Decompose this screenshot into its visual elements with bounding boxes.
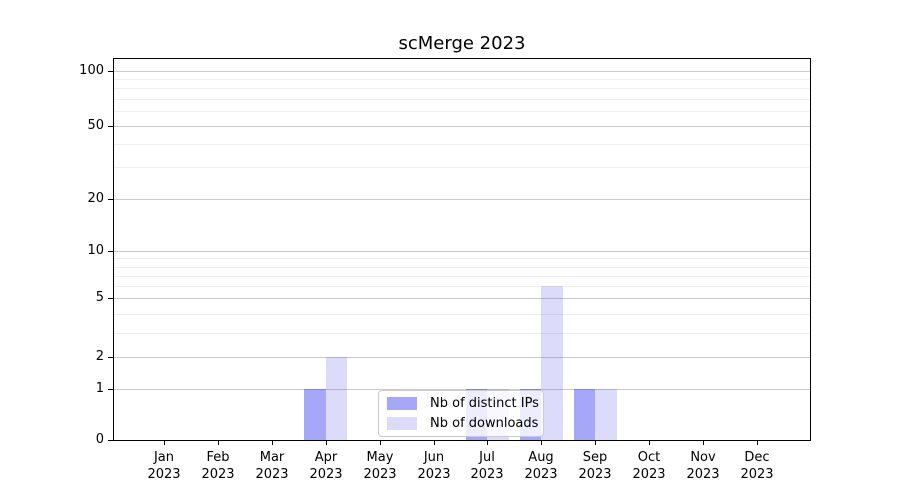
x-tick-mark-feb (218, 440, 219, 445)
bar-aug-downloads (541, 286, 563, 440)
x-tick-mark-jan (164, 440, 165, 445)
x-axis-tick-label: Mar 2023 (255, 450, 289, 482)
legend-label-distinct-ips: Nb of distinct IPs (430, 396, 539, 411)
legend-item: Nb of distinct IPs (387, 396, 539, 411)
major-gridline-20 (114, 199, 810, 200)
major-gridline-5 (114, 298, 810, 299)
minor-gridline-40 (114, 144, 810, 145)
y-tick-mark-20 (108, 199, 113, 200)
y-axis-tick-label: 2 (95, 349, 104, 364)
x-axis-tick-label: Apr 2023 (309, 450, 343, 482)
bar-apr-downloads (325, 357, 348, 440)
x-axis-tick-label: Jul 2023 (470, 450, 504, 482)
x-axis-tick-label: May 2023 (363, 450, 397, 482)
legend-swatch-downloads-icon (387, 417, 417, 430)
x-tick-mark-dec (757, 440, 758, 445)
minor-gridline-80 (114, 88, 810, 89)
minor-gridline-6 (114, 286, 810, 287)
x-axis-tick-label: Feb 2023 (201, 450, 235, 482)
x-tick-mark-nov (703, 440, 704, 445)
x-axis-tick-label: Jan 2023 (147, 450, 181, 482)
y-axis-tick-label: 100 (79, 63, 104, 78)
y-axis-tick-label: 50 (87, 118, 104, 133)
x-tick-mark-jun (434, 440, 435, 445)
x-tick-mark-jul (487, 440, 488, 445)
y-axis-tick-label: 10 (87, 243, 104, 258)
x-tick-mark-mar (272, 440, 273, 445)
x-axis-tick-label: Aug 2023 (524, 450, 558, 482)
legend-swatch-distinct-ips-icon (387, 397, 417, 410)
minor-gridline-8 (114, 267, 810, 268)
minor-gridline-7 (114, 276, 810, 277)
major-gridline-1 (114, 389, 810, 390)
minor-gridline-3 (114, 333, 810, 334)
x-tick-mark-may (380, 440, 381, 445)
x-axis-tick-label: Oct 2023 (632, 450, 666, 482)
y-axis-tick-label: 0 (95, 432, 104, 447)
legend: Nb of distinct IPs Nb of downloads (378, 390, 544, 437)
x-axis-tick-label: Dec 2023 (740, 450, 774, 482)
minor-gridline-4 (114, 314, 810, 315)
bar-apr-distinct-ips (304, 389, 326, 440)
y-tick-mark-100 (108, 71, 113, 72)
major-gridline-50 (114, 126, 810, 127)
y-axis-tick-label: 5 (95, 290, 104, 305)
y-axis-tick-label: 1 (95, 381, 104, 396)
legend-label-downloads: Nb of downloads (430, 416, 539, 431)
x-axis-tick-label: Jun 2023 (417, 450, 451, 482)
x-axis-tick-label: Sep 2023 (578, 450, 612, 482)
x-tick-mark-sep (595, 440, 596, 445)
y-tick-mark-10 (108, 251, 113, 252)
minor-gridline-70 (114, 99, 810, 100)
major-gridline-100 (114, 71, 810, 72)
major-gridline-10 (114, 251, 810, 252)
minor-gridline-60 (114, 111, 810, 112)
minor-gridline-9 (114, 258, 810, 259)
legend-item: Nb of downloads (387, 416, 539, 431)
chart-title: scMerge 2023 (398, 33, 526, 54)
y-tick-mark-0 (108, 440, 113, 441)
y-axis-tick-label: 20 (87, 191, 104, 206)
y-tick-mark-5 (108, 298, 113, 299)
major-gridline-2 (114, 357, 810, 358)
x-tick-mark-oct (649, 440, 650, 445)
y-tick-mark-2 (108, 357, 113, 358)
minor-gridline-90 (114, 79, 810, 80)
y-tick-mark-50 (108, 126, 113, 127)
x-axis-tick-label: Nov 2023 (686, 450, 720, 482)
x-tick-mark-apr (326, 440, 327, 445)
y-tick-mark-1 (108, 389, 113, 390)
bar-sep-downloads (595, 389, 617, 440)
x-tick-mark-aug (541, 440, 542, 445)
bar-sep-distinct-ips (573, 389, 596, 440)
minor-gridline-30 (114, 167, 810, 168)
grid-layer (114, 59, 810, 440)
